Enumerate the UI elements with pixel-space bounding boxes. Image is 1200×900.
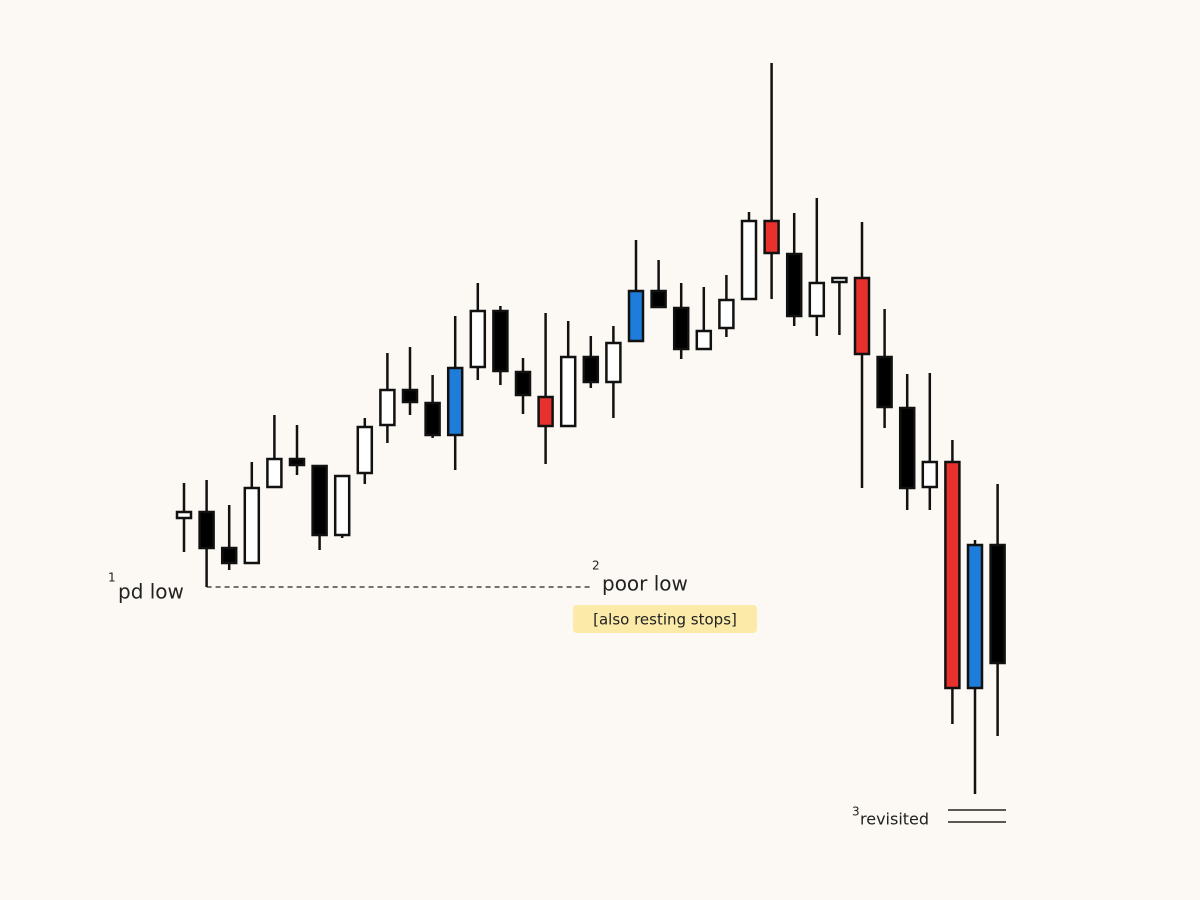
candle-body: [627, 289, 645, 343]
annotation-number: 1: [108, 571, 116, 585]
candle-body: [175, 510, 193, 520]
candle-body: [898, 406, 916, 490]
candle-body: [695, 329, 713, 351]
candle-body: [333, 474, 351, 537]
candle-body: [876, 355, 893, 409]
candle-body: [311, 464, 328, 537]
candle-body: [514, 370, 532, 397]
annotation-label: revisited: [860, 810, 929, 829]
candle-body: [740, 219, 758, 301]
annotation-label: poor low: [602, 572, 688, 596]
candle-body: [379, 388, 396, 427]
candle-body: [944, 460, 961, 690]
candle-body: [921, 460, 939, 489]
note-highlight: [573, 605, 757, 633]
candle-body: [672, 306, 690, 351]
candle-body: [605, 341, 622, 384]
annotation-note: [also resting stops]: [593, 611, 737, 629]
candle-body: [831, 276, 848, 284]
candle-body: [989, 543, 1006, 665]
candle-body: [582, 355, 600, 384]
candle-body: [853, 276, 871, 356]
candle-body: [424, 401, 441, 437]
candle-body: [559, 355, 577, 428]
candle-body: [966, 543, 984, 690]
candle-body: [356, 425, 374, 475]
candle-body: [718, 298, 735, 330]
candle-body: [243, 486, 261, 565]
candle-body: [492, 309, 509, 373]
candle-body: [198, 510, 215, 550]
annotation-number: 3: [852, 805, 860, 819]
annotation-label: pd low: [118, 580, 184, 604]
candle-body: [220, 546, 238, 565]
candle-body: [650, 289, 667, 309]
candle-body: [537, 395, 554, 428]
candle-body: [288, 457, 306, 467]
candle-body: [469, 309, 487, 369]
candle-body: [446, 366, 464, 437]
candle-body: [401, 388, 419, 404]
candle-body: [266, 457, 283, 489]
annotation-number: 2: [592, 559, 600, 573]
candle-body: [785, 252, 803, 318]
candle-body: [808, 281, 826, 318]
candle-body: [763, 219, 780, 255]
